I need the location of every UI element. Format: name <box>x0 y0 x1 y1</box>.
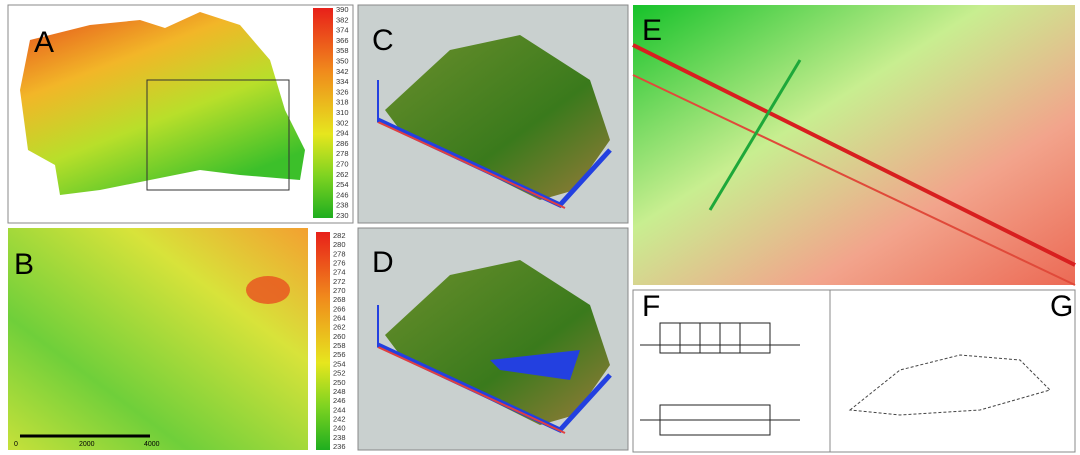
colorbar-label: 326 <box>336 87 349 96</box>
map-a <box>20 12 305 195</box>
terrain <box>385 35 610 200</box>
scale-label: 2000 <box>79 441 95 448</box>
colorbar-label: 276 <box>333 259 346 268</box>
colorbar-label: 318 <box>336 98 349 107</box>
colorbar-label: 270 <box>333 286 346 295</box>
colorbar-label: 390 <box>336 5 349 14</box>
colorbar-label: 250 <box>333 378 346 387</box>
colorbar-label: 238 <box>336 201 349 210</box>
colorbar-label: 240 <box>333 424 346 433</box>
colorbar-label: 268 <box>333 295 346 304</box>
axis <box>377 121 566 209</box>
colorbar-label: 262 <box>336 170 349 179</box>
colorbar-label: 246 <box>333 396 346 405</box>
colorbar-label: 286 <box>336 139 349 148</box>
drawing <box>848 354 1051 416</box>
terrain <box>385 260 610 425</box>
colorbar-label: 280 <box>333 240 346 249</box>
colorbar-label: 382 <box>336 15 349 24</box>
colorbar-label: 278 <box>333 249 346 258</box>
colorbar <box>316 232 330 450</box>
colorbar-label: 272 <box>333 277 346 286</box>
panel-f <box>632 289 831 453</box>
colorbar-label: 366 <box>336 36 349 45</box>
colorbar-label: 246 <box>336 190 349 199</box>
lake <box>490 350 580 380</box>
map-e <box>633 5 1075 285</box>
colorbar-label: 270 <box>336 159 349 168</box>
colorbar-label: 358 <box>336 46 349 55</box>
panel-g <box>829 289 1076 453</box>
colorbar-label: 334 <box>336 77 349 86</box>
colorbar-label: 242 <box>333 414 346 423</box>
colorbar-label: 310 <box>336 108 349 117</box>
panel-label: C <box>372 24 394 57</box>
colorbar-label: 264 <box>333 314 346 323</box>
canal <box>708 59 802 211</box>
colorbar-label: 374 <box>336 26 349 35</box>
colorbar-label: 350 <box>336 56 349 65</box>
axis <box>377 346 566 434</box>
road <box>632 43 1076 267</box>
colorbar-label: 282 <box>333 231 346 240</box>
colorbar-label: 342 <box>336 67 349 76</box>
colorbar-label: 254 <box>333 359 346 368</box>
colorbar-label: 278 <box>336 149 349 158</box>
panel-label: A <box>34 26 54 59</box>
colorbar <box>313 8 333 218</box>
colorbar-label: 302 <box>336 118 349 127</box>
scale-label: 0 <box>14 441 18 448</box>
colorbar-label: 274 <box>333 268 346 277</box>
map-b <box>8 228 308 450</box>
panel-label: B <box>14 248 34 281</box>
colorbar-label: 252 <box>333 369 346 378</box>
hill <box>246 276 290 304</box>
drawing <box>640 322 800 436</box>
panel-label: D <box>372 246 394 279</box>
road <box>632 74 1076 286</box>
scale-label: 4000 <box>144 441 160 448</box>
colorbar-label: 256 <box>333 350 346 359</box>
colorbar-label: 260 <box>333 332 346 341</box>
panel-label: E <box>642 14 662 47</box>
colorbar-label: 248 <box>333 387 346 396</box>
colorbar-label: 244 <box>333 405 346 414</box>
panel-label: G <box>1050 290 1073 323</box>
colorbar-label: 236 <box>333 442 346 451</box>
colorbar-label: 254 <box>336 180 349 189</box>
extent-box <box>146 79 290 191</box>
colorbar-label: 294 <box>336 129 349 138</box>
panel-label: F <box>642 290 660 323</box>
colorbar-label: 266 <box>333 304 346 313</box>
colorbar-label: 238 <box>333 433 346 442</box>
colorbar-label: 230 <box>336 211 349 220</box>
colorbar-label: 258 <box>333 341 346 350</box>
colorbar-label: 262 <box>333 323 346 332</box>
